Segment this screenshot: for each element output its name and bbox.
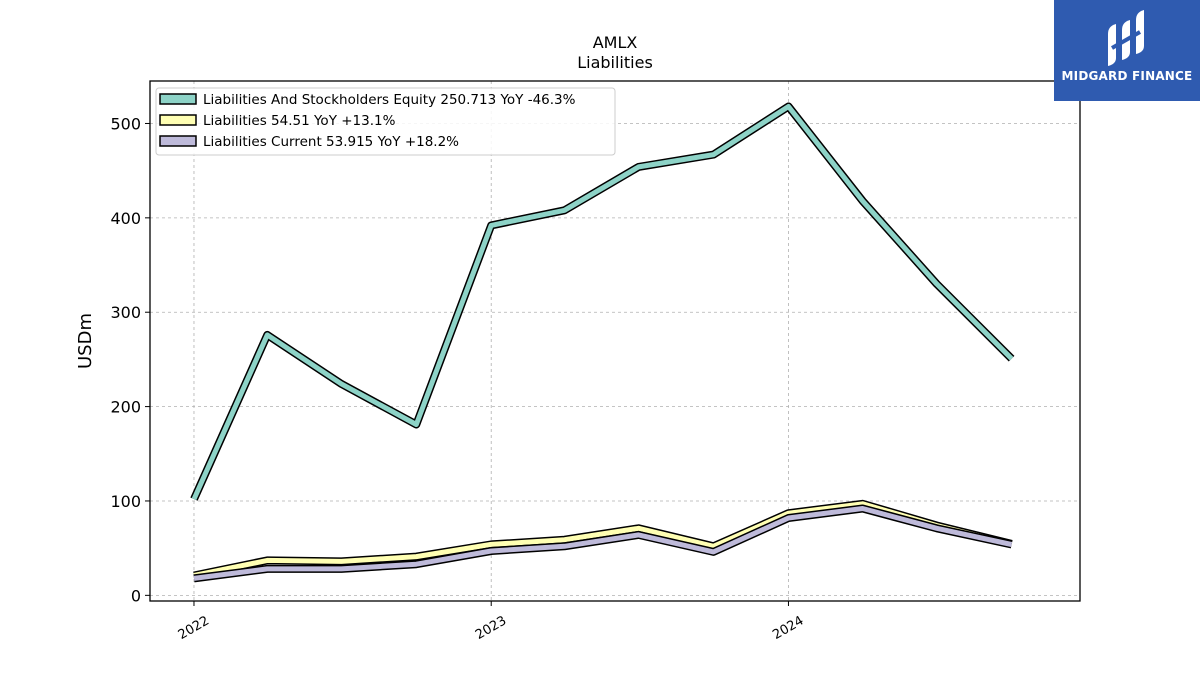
y-tick-label: 200 <box>110 398 141 417</box>
x-tick-label: 2023 <box>473 613 509 643</box>
logo-text: MIDGARD FINANCE <box>1061 69 1193 83</box>
y-tick-label: 0 <box>131 586 141 605</box>
plot-frame <box>149 80 1081 602</box>
x-axis-ticks: 2022 2023 2024 <box>176 601 806 643</box>
legend-swatch <box>159 114 197 126</box>
series-line-liabilities-current <box>193 506 1013 581</box>
legend-box <box>155 87 616 156</box>
y-tick-label: 400 <box>110 209 141 228</box>
legend-entry: Liabilities 54.51 YoY +13.1% <box>203 113 396 129</box>
x-tick-label: 2024 <box>770 613 806 643</box>
x-tick-label: 2022 <box>176 613 212 643</box>
series-line-liabilities <box>193 501 1013 578</box>
series-outline-liabilities-and-stockholders-equity <box>190 102 1015 501</box>
y-tick-label: 300 <box>110 303 141 322</box>
chart-title: AMLX <box>593 33 638 52</box>
legend-swatch <box>159 135 197 147</box>
legend-entry: Liabilities And Stockholders Equity 250.… <box>203 92 576 108</box>
y-axis-ticks: 0 100 200 300 400 500 <box>110 114 150 605</box>
series-lines <box>190 102 1015 583</box>
y-tick-label: 100 <box>110 492 141 511</box>
midgard-finance-logo: MIDGARD FINANCE <box>1054 0 1200 101</box>
legend-swatch <box>159 93 197 105</box>
legend: Liabilities And Stockholders Equity 250.… <box>155 87 616 156</box>
y-axis-label: USDm <box>75 313 96 369</box>
legend-entry: Liabilities Current 53.915 YoY +18.2% <box>203 134 459 150</box>
grid-lines <box>150 81 1080 601</box>
series-line-liabilities-and-stockholders-equity <box>191 104 1014 501</box>
chart-subtitle: Liabilities <box>577 53 653 72</box>
y-tick-label: 500 <box>110 114 141 133</box>
logo-mark-icon <box>1108 10 1144 66</box>
